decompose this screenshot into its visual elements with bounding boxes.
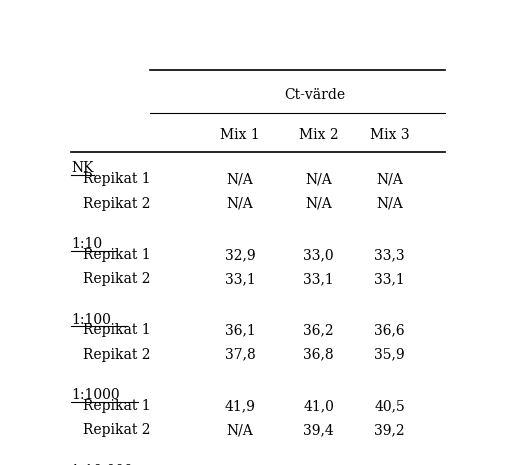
Text: 33,1: 33,1	[225, 272, 256, 286]
Text: 32,9: 32,9	[225, 248, 256, 262]
Text: Repikat 2: Repikat 2	[83, 272, 151, 286]
Text: 1:1000: 1:1000	[71, 388, 120, 402]
Text: Repikat 2: Repikat 2	[83, 197, 151, 211]
Text: Mix 2: Mix 2	[299, 127, 339, 141]
Text: 41,9: 41,9	[225, 399, 256, 413]
Text: Repikat 1: Repikat 1	[83, 324, 151, 338]
Text: 1:10: 1:10	[71, 237, 102, 251]
Text: Repikat 2: Repikat 2	[83, 348, 151, 362]
Text: 36,1: 36,1	[225, 324, 256, 338]
Text: 36,2: 36,2	[304, 324, 334, 338]
Text: 33,0: 33,0	[304, 248, 334, 262]
Text: N/A: N/A	[305, 197, 332, 211]
Text: 37,8: 37,8	[225, 348, 256, 362]
Text: N/A: N/A	[227, 197, 254, 211]
Text: Repikat 1: Repikat 1	[83, 399, 151, 413]
Text: 33,3: 33,3	[374, 248, 405, 262]
Text: 33,1: 33,1	[374, 272, 405, 286]
Text: Mix 1: Mix 1	[221, 127, 260, 141]
Text: N/A: N/A	[305, 173, 332, 186]
Text: NK: NK	[71, 161, 94, 175]
Text: 39,4: 39,4	[303, 423, 334, 437]
Text: Ct-värde: Ct-värde	[284, 88, 345, 102]
Text: 36,6: 36,6	[374, 324, 405, 338]
Text: N/A: N/A	[376, 197, 403, 211]
Text: Repikat 2: Repikat 2	[83, 423, 151, 437]
Text: 36,8: 36,8	[304, 348, 334, 362]
Text: Repikat 1: Repikat 1	[83, 248, 151, 262]
Text: 41,0: 41,0	[303, 399, 334, 413]
Text: Repikat 1: Repikat 1	[83, 173, 151, 186]
Text: N/A: N/A	[376, 173, 403, 186]
Text: N/A: N/A	[227, 173, 254, 186]
Text: N/A: N/A	[227, 423, 254, 437]
Text: Mix 3: Mix 3	[370, 127, 409, 141]
Text: 35,9: 35,9	[374, 348, 405, 362]
Text: 1:100: 1:100	[71, 312, 111, 326]
Text: 40,5: 40,5	[374, 399, 405, 413]
Text: 1:10 000: 1:10 000	[71, 464, 133, 465]
Text: 39,2: 39,2	[374, 423, 405, 437]
Text: 33,1: 33,1	[303, 272, 334, 286]
